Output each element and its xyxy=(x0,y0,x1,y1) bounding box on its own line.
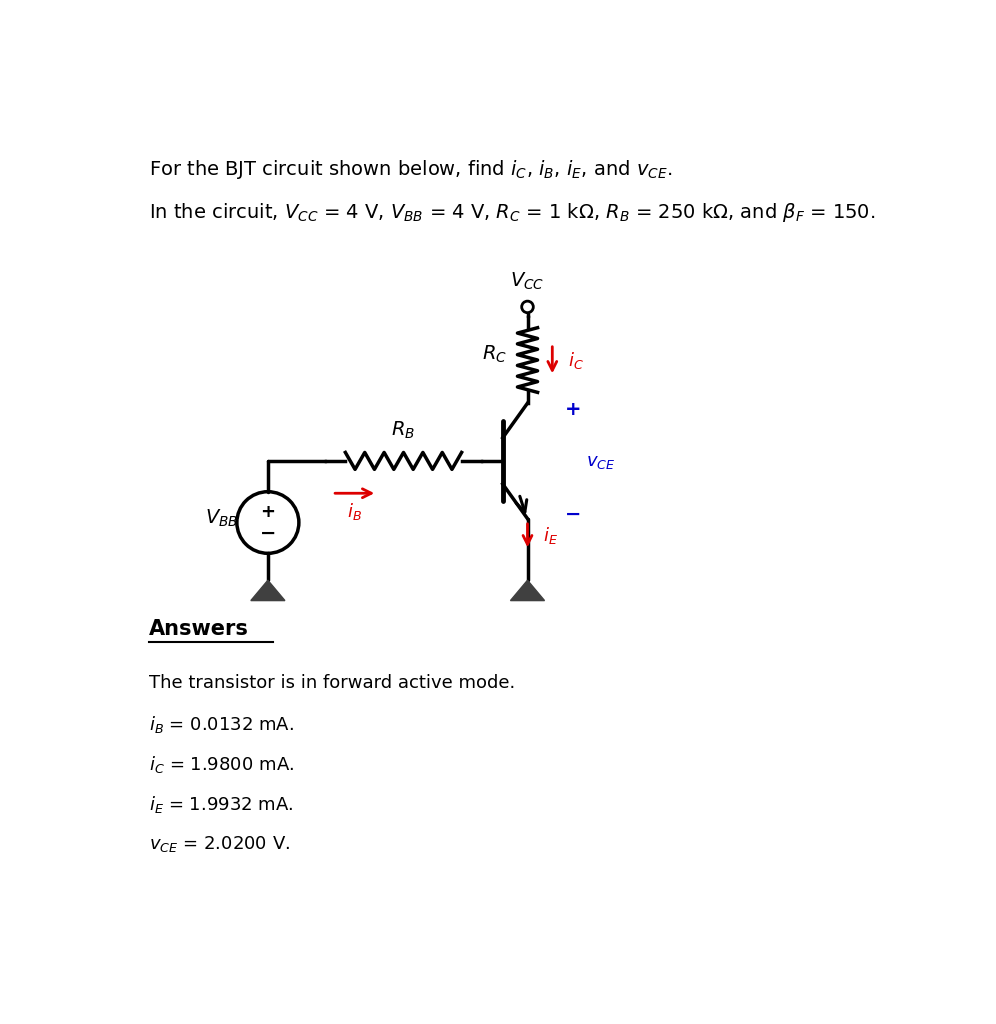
Text: $i_E$ = 1.9932 mA.: $i_E$ = 1.9932 mA. xyxy=(149,795,294,815)
Polygon shape xyxy=(510,581,545,601)
Text: The transistor is in forward active mode.: The transistor is in forward active mode… xyxy=(149,674,516,692)
Text: $v_{CE}$ = 2.0200 V.: $v_{CE}$ = 2.0200 V. xyxy=(149,835,291,854)
Text: Answers: Answers xyxy=(149,618,249,639)
Text: $i_B$: $i_B$ xyxy=(348,501,363,522)
Text: In the circuit, $V_{CC}$ = 4 V, $V_{BB}$ = 4 V, $R_C$ = 1 kΩ, $R_B$ = 250 kΩ, an: In the circuit, $V_{CC}$ = 4 V, $V_{BB}$… xyxy=(149,202,875,224)
Text: +: + xyxy=(260,503,275,521)
Text: $R_C$: $R_C$ xyxy=(482,343,507,365)
Text: −: − xyxy=(565,505,581,524)
Polygon shape xyxy=(251,581,285,601)
Text: For the BJT circuit shown below, find $i_C$, $i_B$, $i_E$, and $v_{CE}$.: For the BJT circuit shown below, find $i… xyxy=(149,159,672,181)
Text: $V_{BB}$: $V_{BB}$ xyxy=(205,508,238,529)
Text: −: − xyxy=(260,524,276,543)
Text: $i_C$ = 1.9800 mA.: $i_C$ = 1.9800 mA. xyxy=(149,755,295,775)
Text: $i_C$: $i_C$ xyxy=(568,349,584,371)
Text: +: + xyxy=(565,399,582,419)
Text: $i_E$: $i_E$ xyxy=(543,525,558,546)
Text: $i_B$ = 0.0132 mA.: $i_B$ = 0.0132 mA. xyxy=(149,715,294,735)
Text: $v_{CE}$: $v_{CE}$ xyxy=(587,453,616,471)
Text: $R_B$: $R_B$ xyxy=(391,420,415,441)
Text: $V_{CC}$: $V_{CC}$ xyxy=(510,270,545,292)
